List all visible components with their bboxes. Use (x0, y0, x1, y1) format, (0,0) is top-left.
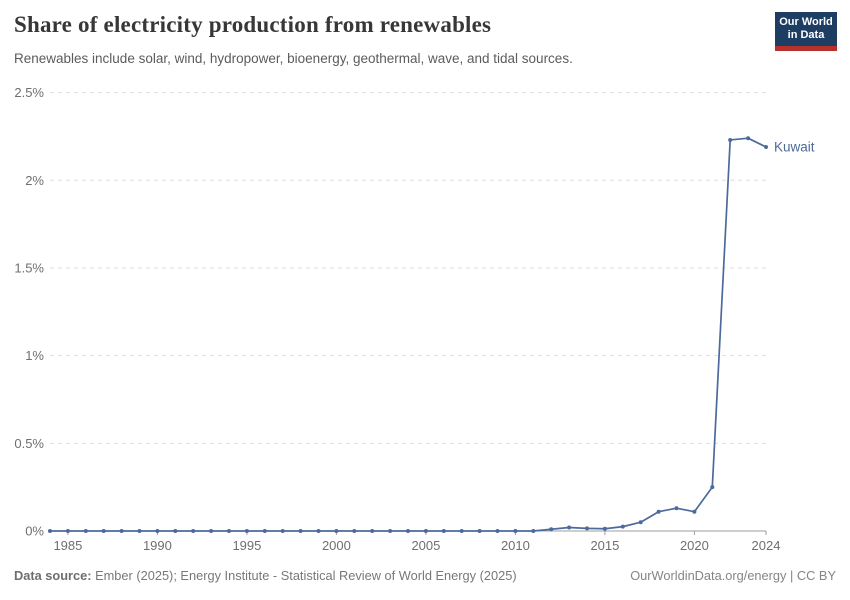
series-end-label-kuwait[interactable]: Kuwait (774, 139, 815, 154)
y-tick-label: 0% (25, 524, 44, 539)
data-point (191, 529, 196, 533)
data-point (406, 529, 410, 533)
x-tick-label: 2015 (590, 538, 619, 553)
data-point (674, 506, 679, 511)
x-tick-label: 1990 (143, 538, 172, 553)
data-point (602, 526, 607, 531)
x-tick-label: 1995 (232, 538, 261, 553)
x-tick-label: 2000 (322, 538, 351, 553)
data-point (459, 529, 464, 533)
data-point (334, 529, 339, 533)
y-tick-label: 2.5% (14, 85, 44, 100)
data-point (585, 526, 589, 531)
x-tick-label: 2005 (411, 538, 440, 553)
data-point (388, 529, 393, 533)
data-point (209, 529, 214, 533)
page-title: Share of electricity production from ren… (14, 12, 492, 37)
data-point (764, 144, 768, 149)
data-point (638, 520, 643, 525)
data-point (549, 527, 554, 532)
data-point (531, 529, 536, 533)
data-point (370, 529, 375, 533)
data-point (316, 529, 321, 533)
data-point (728, 137, 733, 142)
chart-subtitle: Renewables include solar, wind, hydropow… (14, 51, 573, 66)
logo-line-2: in Data (787, 29, 825, 41)
data-point (101, 529, 106, 533)
data-point (620, 524, 625, 529)
data-point (477, 529, 482, 533)
data-point (280, 529, 285, 533)
data-point (155, 529, 160, 533)
data-point (119, 529, 124, 533)
y-tick-label: 0.5% (14, 436, 44, 451)
x-tick-label: 2024 (752, 538, 781, 553)
data-point (298, 529, 303, 533)
data-point (227, 529, 231, 533)
x-tick-label: 1985 (53, 538, 82, 553)
logo-line-1: Our World (779, 16, 833, 28)
x-tick-label: 2010 (501, 538, 530, 553)
data-point (137, 529, 142, 533)
license-text: OurWorldinData.org/energy | CC BY (630, 568, 836, 583)
data-point (656, 509, 661, 514)
data-point (173, 529, 178, 533)
series-line-kuwait (49, 137, 767, 532)
x-tick-label: 2020 (680, 538, 709, 553)
data-source-label: Data source: (14, 568, 92, 583)
data-point (746, 136, 751, 141)
data-point (495, 529, 500, 533)
data-point (262, 529, 267, 533)
data-point (692, 509, 697, 514)
data-point (710, 485, 715, 490)
data-point (65, 529, 70, 533)
y-tick-label: 1.5% (14, 260, 44, 275)
y-tick-label: 1% (25, 348, 44, 363)
data-point (83, 529, 88, 533)
data-point (441, 529, 446, 533)
y-tick-label: 2% (25, 173, 44, 188)
owid-logo: Our World in Data (775, 12, 837, 51)
data-point (244, 529, 249, 533)
data-source-text: Ember (2025); Energy Institute - Statist… (91, 568, 517, 583)
data-point (513, 529, 518, 533)
data-source: Data source: Ember (2025); Energy Instit… (14, 568, 517, 583)
data-point (567, 525, 572, 530)
data-point (423, 529, 428, 533)
data-point (352, 529, 357, 533)
data-point (48, 529, 52, 533)
